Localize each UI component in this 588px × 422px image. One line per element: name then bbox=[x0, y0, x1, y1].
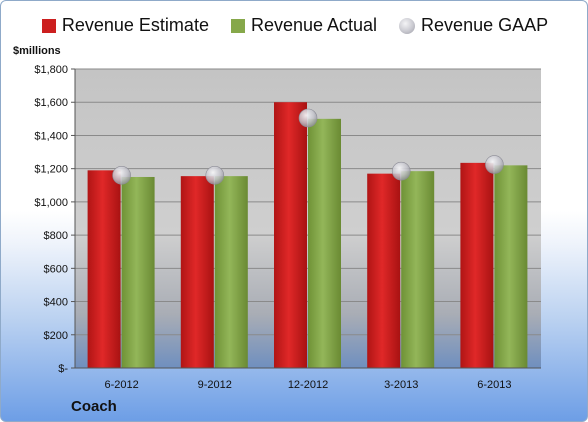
company-name: Coach bbox=[71, 398, 117, 415]
legend-marker-gaap bbox=[399, 17, 416, 34]
y-tick-label: $1,200 bbox=[34, 164, 68, 176]
y-tick-label: $1,800 bbox=[34, 64, 68, 76]
bar-actual-6-2012 bbox=[121, 176, 155, 368]
marker-gaap-9-2012 bbox=[205, 166, 225, 185]
legend-label-actual: Revenue Actual bbox=[250, 15, 378, 35]
x-tick-label: 6-2012 bbox=[104, 379, 138, 391]
legend-swatch-estimate bbox=[41, 18, 56, 33]
y-tick-label: $400 bbox=[44, 297, 68, 309]
bar-actual-9-2012 bbox=[214, 176, 248, 368]
y-tick-label: $1,400 bbox=[34, 130, 68, 142]
legend-label-gaap: Revenue GAAP bbox=[421, 15, 549, 35]
x-tick-label: 6-2013 bbox=[477, 379, 511, 391]
bar-estimate-6-2013 bbox=[460, 162, 494, 368]
legend-swatch-actual bbox=[230, 18, 245, 33]
y-tick-label: $1,600 bbox=[34, 97, 68, 109]
bar-actual-6-2013 bbox=[494, 165, 528, 368]
bar-actual-3-2013 bbox=[401, 171, 435, 368]
y-tick-label: $200 bbox=[44, 330, 68, 342]
y-tick-label: $800 bbox=[44, 230, 68, 242]
bar-estimate-9-2012 bbox=[180, 176, 214, 368]
legend-item-gaap: Revenue GAAP bbox=[399, 15, 548, 36]
bar-estimate-6-2012 bbox=[87, 170, 121, 368]
marker-gaap-12-2012 bbox=[298, 108, 318, 128]
bar-estimate-12-2012 bbox=[274, 102, 307, 368]
marker-gaap-6-2012 bbox=[112, 166, 131, 185]
bar-estimate-3-2013 bbox=[367, 173, 401, 368]
legend: Revenue Estimate Revenue Actual Revenue … bbox=[1, 15, 587, 36]
x-tick-label: 3-2013 bbox=[384, 379, 418, 391]
y-axis-unit-label: $millions bbox=[13, 45, 61, 57]
x-tick-label: 9-2012 bbox=[198, 379, 232, 391]
marker-gaap-6-2013 bbox=[485, 155, 504, 174]
marker-gaap-3-2013 bbox=[391, 161, 411, 181]
y-tick-label: $600 bbox=[44, 263, 68, 275]
legend-item-actual: Revenue Actual bbox=[230, 15, 378, 36]
y-tick-label: $1,000 bbox=[34, 197, 68, 209]
bar-actual-12-2012 bbox=[308, 118, 341, 368]
legend-item-estimate: Revenue Estimate bbox=[41, 15, 209, 36]
x-tick-label: 12-2012 bbox=[288, 379, 328, 391]
y-tick-label: $- bbox=[58, 363, 68, 375]
legend-label-estimate: Revenue Estimate bbox=[61, 15, 209, 35]
